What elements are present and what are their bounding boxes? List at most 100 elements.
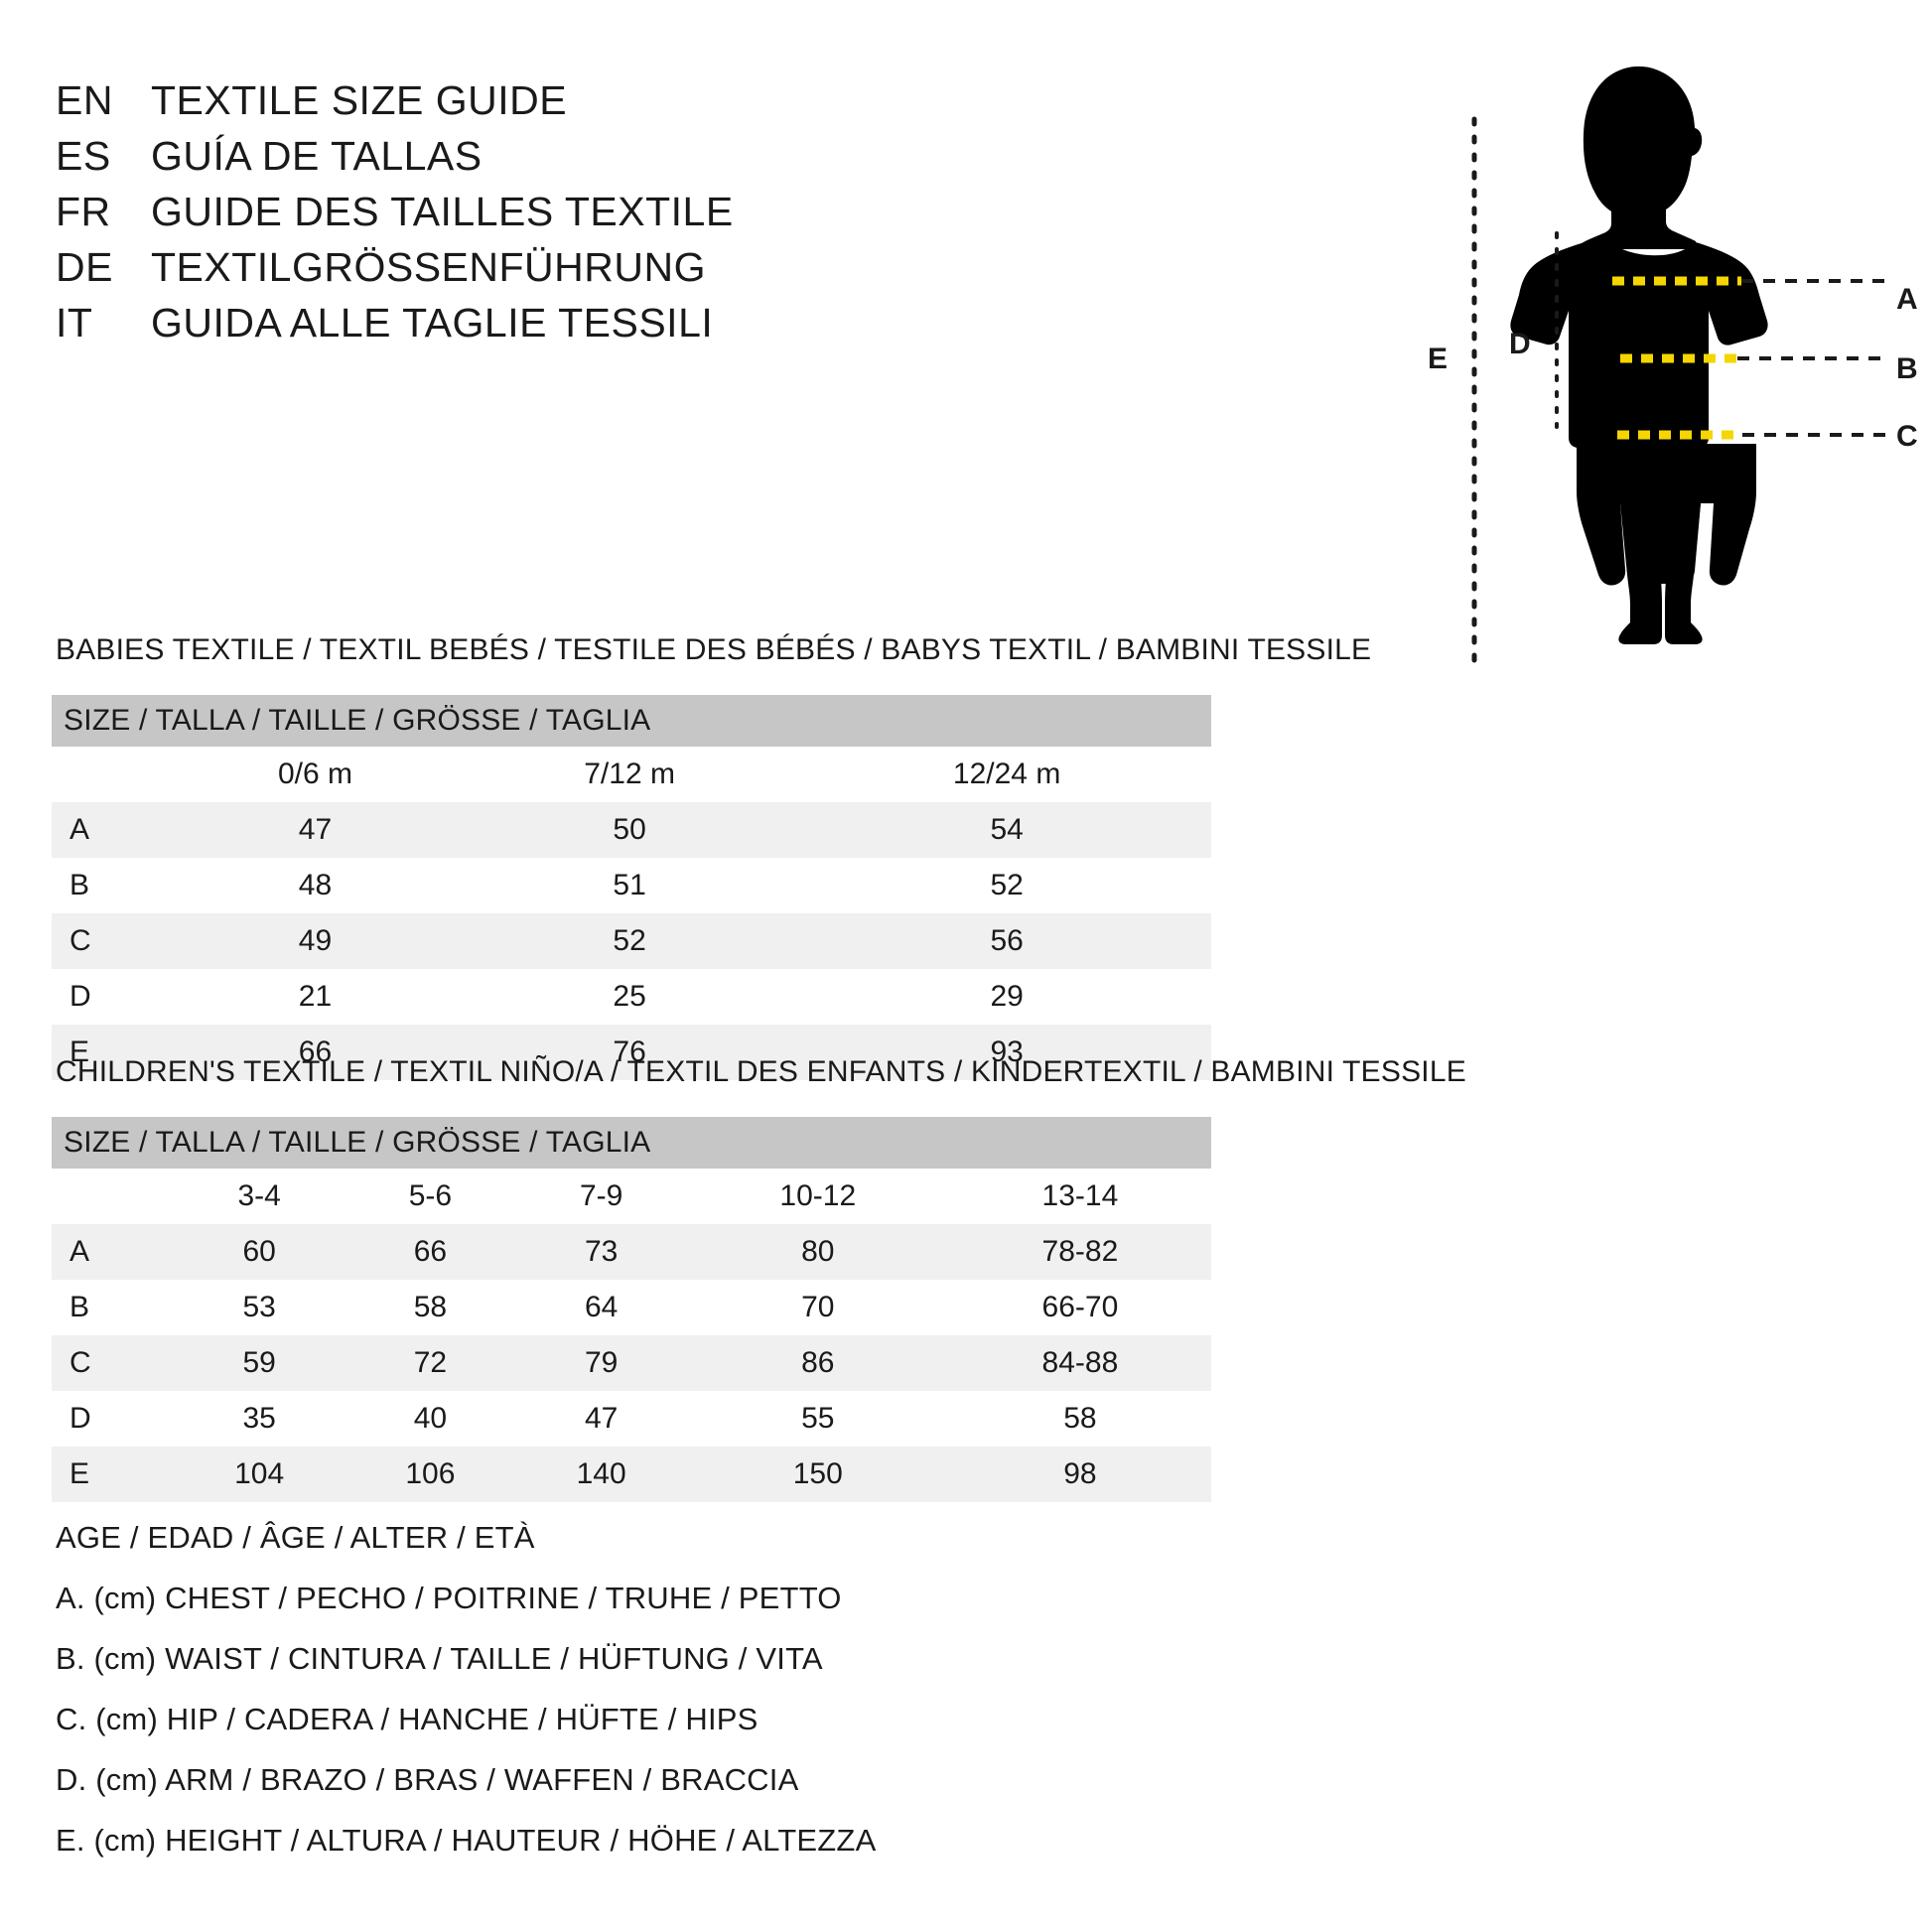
babies-cell-e-1: 76	[456, 1025, 803, 1080]
children-row-label-b: B	[52, 1280, 174, 1335]
children-cell-d-3: 55	[686, 1391, 949, 1447]
table-row: E 104 106 140 150 98	[52, 1447, 1211, 1502]
table-row: A 47 50 54	[52, 802, 1211, 858]
table-row: C 59 72 79 86 84-88	[52, 1335, 1211, 1391]
babies-cell-b-1: 51	[456, 858, 803, 913]
children-cell-b-3: 70	[686, 1280, 949, 1335]
children-cell-a-1: 66	[345, 1224, 516, 1280]
language-title-fr: GUIDE DES TAILLES TEXTILE	[151, 189, 734, 234]
children-cell-d-1: 40	[345, 1391, 516, 1447]
babies-columns-corner	[52, 747, 174, 802]
children-cell-a-4: 78-82	[948, 1224, 1211, 1280]
children-column-header-4: 13-14	[948, 1169, 1211, 1224]
children-size-bar-row: SIZE / TALLA / TAILLE / GRÖSSE / TAGLIA	[52, 1117, 1211, 1169]
children-cell-b-4: 66-70	[948, 1280, 1211, 1335]
language-title-it: GUIDA ALLE TAGLIE TESSILI	[151, 300, 714, 345]
babies-size-table: SIZE / TALLA / TAILLE / GRÖSSE / TAGLIA …	[52, 695, 1211, 1080]
babies-cell-a-1: 50	[456, 802, 803, 858]
table-row: D 21 25 29	[52, 969, 1211, 1025]
children-cell-a-2: 73	[515, 1224, 687, 1280]
children-column-header-3: 10-12	[686, 1169, 949, 1224]
language-row-es: ES GUÍA DE TALLAS	[56, 133, 949, 189]
children-cell-e-3: 150	[686, 1447, 949, 1502]
babies-cell-b-2: 52	[802, 858, 1211, 913]
dimension-marker-a: A	[1896, 283, 1918, 316]
children-cell-c-1: 72	[345, 1335, 516, 1391]
children-size-table: SIZE / TALLA / TAILLE / GRÖSSE / TAGLIA …	[52, 1117, 1211, 1502]
children-cell-b-0: 53	[174, 1280, 345, 1335]
children-cell-e-2: 140	[515, 1447, 687, 1502]
babies-cell-d-1: 25	[456, 969, 803, 1025]
language-row-de: DE TEXTILGRÖSSENFÜHRUNG	[56, 244, 949, 300]
children-cell-c-3: 86	[686, 1335, 949, 1391]
dimension-marker-d: D	[1509, 328, 1531, 360]
children-cell-a-0: 60	[174, 1224, 345, 1280]
children-column-header-2: 7-9	[515, 1169, 687, 1224]
children-section-heading: CHILDREN'S TEXTILE / TEXTIL NIÑO/A / TEX…	[56, 1055, 1466, 1088]
language-code-fr: FR	[56, 189, 111, 234]
babies-cell-e-0: 66	[174, 1025, 457, 1080]
babies-size-bar-row: SIZE / TALLA / TAILLE / GRÖSSE / TAGLIA	[52, 695, 1211, 747]
children-cell-c-0: 59	[174, 1335, 345, 1391]
dimension-marker-c: C	[1896, 420, 1918, 453]
table-row: E 66 76 93	[52, 1025, 1211, 1080]
language-title-block: EN TEXTILE SIZE GUIDE ES GUÍA DE TALLAS …	[56, 77, 949, 355]
language-code-it: IT	[56, 300, 93, 345]
measurement-legend: AGE / EDAD / ÂGE / ALTER / ETÀ A. (cm) C…	[56, 1520, 876, 1883]
children-cell-d-4: 58	[948, 1391, 1211, 1447]
children-cell-e-1: 106	[345, 1447, 516, 1502]
children-cell-c-2: 79	[515, 1335, 687, 1391]
children-size-bar-label: SIZE / TALLA / TAILLE / GRÖSSE / TAGLIA	[52, 1117, 1211, 1169]
dimension-marker-e: E	[1428, 343, 1449, 375]
babies-row-label-a: A	[52, 802, 174, 858]
babies-cell-c-1: 52	[456, 913, 803, 969]
babies-cell-b-0: 48	[174, 858, 457, 913]
legend-line-e-height: E. (cm) HEIGHT / ALTURA / HAUTEUR / HÖHE…	[56, 1823, 877, 1858]
babies-row-label-b: B	[52, 858, 174, 913]
children-column-header-0: 3-4	[174, 1169, 345, 1224]
table-row: C 49 52 56	[52, 913, 1211, 969]
babies-column-header-0: 0/6 m	[174, 747, 457, 802]
table-row: A 60 66 73 80 78-82	[52, 1224, 1211, 1280]
babies-cell-c-0: 49	[174, 913, 457, 969]
dimension-marker-b: B	[1896, 352, 1918, 385]
legend-line-age: AGE / EDAD / ÂGE / ALTER / ETÀ	[56, 1520, 535, 1555]
babies-row-label-c: C	[52, 913, 174, 969]
children-columns-row: 3-4 5-6 7-9 10-12 13-14	[52, 1169, 1211, 1224]
babies-row-label-d: D	[52, 969, 174, 1025]
babies-cell-d-0: 21	[174, 969, 457, 1025]
language-title-es: GUÍA DE TALLAS	[151, 133, 483, 179]
language-code-de: DE	[56, 244, 113, 290]
children-row-label-e: E	[52, 1447, 174, 1502]
language-row-en: EN TEXTILE SIZE GUIDE	[56, 77, 949, 133]
babies-size-bar-label: SIZE / TALLA / TAILLE / GRÖSSE / TAGLIA	[52, 695, 1211, 747]
children-row-label-c: C	[52, 1335, 174, 1391]
legend-line-c-hip: C. (cm) HIP / CADERA / HANCHE / HÜFTE / …	[56, 1702, 759, 1736]
babies-section-heading: BABIES TEXTILE / TEXTIL BEBÉS / TESTILE …	[56, 633, 1372, 666]
children-row-label-a: A	[52, 1224, 174, 1280]
babies-cell-d-2: 29	[802, 969, 1211, 1025]
children-cell-b-1: 58	[345, 1280, 516, 1335]
language-title-en: TEXTILE SIZE GUIDE	[151, 77, 568, 123]
babies-cell-a-2: 54	[802, 802, 1211, 858]
babies-cell-c-2: 56	[802, 913, 1211, 969]
children-cell-c-4: 84-88	[948, 1335, 1211, 1391]
babies-columns-row: 0/6 m 7/12 m 12/24 m	[52, 747, 1211, 802]
children-cell-d-2: 47	[515, 1391, 687, 1447]
children-columns-corner	[52, 1169, 174, 1224]
children-cell-d-0: 35	[174, 1391, 345, 1447]
table-row: D 35 40 47 55 58	[52, 1391, 1211, 1447]
language-row-it: IT GUIDA ALLE TAGLIE TESSILI	[56, 300, 949, 355]
legend-line-d-arm: D. (cm) ARM / BRAZO / BRAS / WAFFEN / BR…	[56, 1762, 799, 1797]
babies-cell-e-2: 93	[802, 1025, 1211, 1080]
language-row-fr: FR GUIDE DES TAILLES TEXTILE	[56, 189, 949, 244]
legend-line-a-chest: A. (cm) CHEST / PECHO / POITRINE / TRUHE…	[56, 1581, 842, 1615]
children-column-header-1: 5-6	[345, 1169, 516, 1224]
child-silhouette-icon	[1471, 66, 1886, 665]
legend-line-b-waist: B. (cm) WAIST / CINTURA / TAILLE / HÜFTU…	[56, 1641, 823, 1676]
table-row: B 53 58 64 70 66-70	[52, 1280, 1211, 1335]
table-row: B 48 51 52	[52, 858, 1211, 913]
child-measurement-figure: E D A B C	[1400, 55, 1932, 670]
children-row-label-d: D	[52, 1391, 174, 1447]
children-cell-e-0: 104	[174, 1447, 345, 1502]
